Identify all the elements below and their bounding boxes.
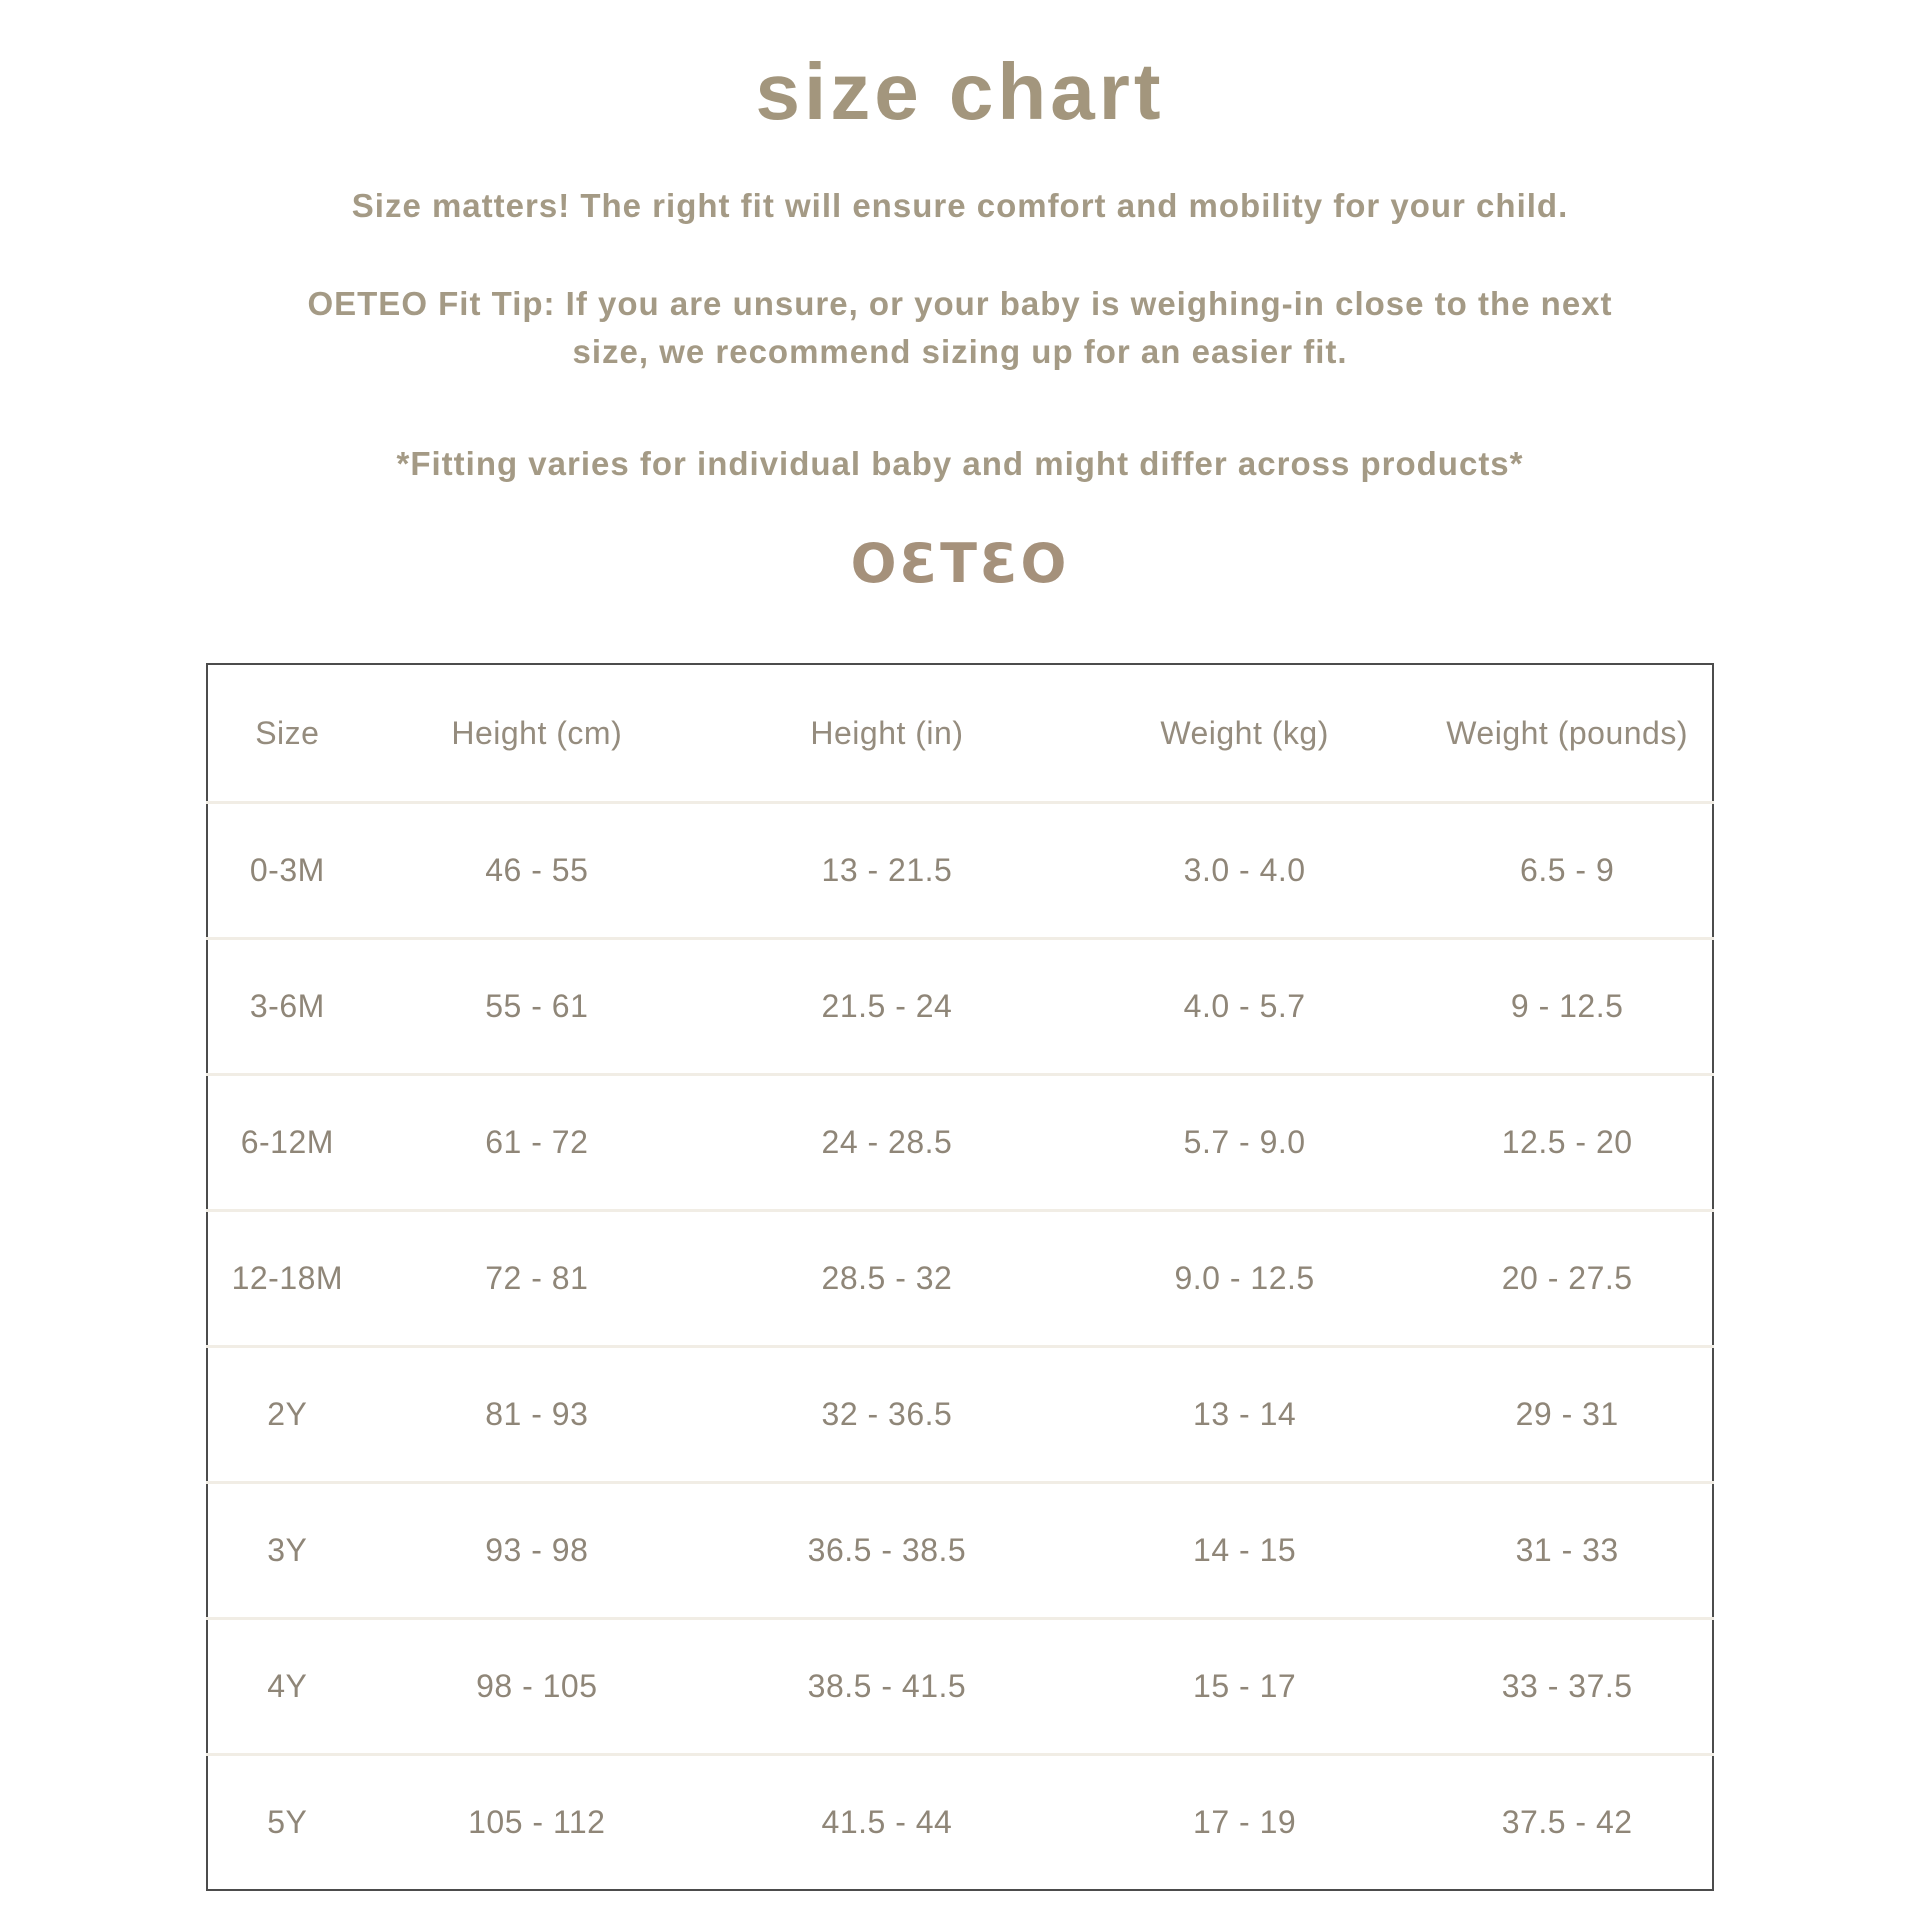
value-cell: 105 - 112 — [468, 1804, 606, 1841]
fit-tip-text: OETEO Fit Tip: If you are unsure, or you… — [60, 280, 1860, 376]
value-cell: 32 - 36.5 — [821, 1396, 953, 1433]
column-header: Weight (kg) — [1160, 714, 1329, 751]
table-row: 2Y 81 - 93 32 - 36.5 13 - 14 29 - 31 — [207, 1346, 1713, 1483]
value-cell: 4.0 - 5.7 — [1183, 988, 1306, 1025]
size-cell: 3Y — [267, 1532, 308, 1569]
value-cell: 13 - 21.5 — [821, 852, 953, 889]
value-cell: 98 - 105 — [476, 1668, 598, 1705]
value-cell: 36.5 - 38.5 — [807, 1532, 967, 1569]
value-cell: 5.7 - 9.0 — [1183, 1124, 1306, 1161]
table-row: 3-6M 55 - 61 21.5 - 24 4.0 - 5.7 9 - 12.5 — [207, 938, 1713, 1075]
brand-logo: OƐTƐO — [850, 532, 1070, 596]
size-cell: 4Y — [267, 1668, 308, 1705]
size-cell: 2Y — [267, 1396, 308, 1433]
table-row: 5Y 105 - 112 41.5 - 44 17 - 19 37.5 - 42 — [207, 1754, 1713, 1891]
page-title: size chart — [755, 47, 1165, 136]
value-cell: 3.0 - 4.0 — [1183, 852, 1306, 889]
value-cell: 31 - 33 — [1515, 1532, 1619, 1569]
value-cell: 9.0 - 12.5 — [1174, 1260, 1315, 1297]
table-row: 0-3M 46 - 55 13 - 21.5 3.0 - 4.0 6.5 - 9 — [207, 802, 1713, 939]
column-header: Size — [255, 714, 320, 751]
column-header: Weight (pounds) — [1446, 714, 1688, 751]
value-cell: 15 - 17 — [1193, 1668, 1297, 1705]
size-cell: 3-6M — [249, 988, 325, 1025]
value-cell: 93 - 98 — [485, 1532, 589, 1569]
size-cell: 6-12M — [240, 1124, 334, 1161]
table-row: 4Y 98 - 105 38.5 - 41.5 15 - 17 33 - 37.5 — [207, 1618, 1713, 1755]
value-cell: 9 - 12.5 — [1510, 988, 1624, 1025]
size-cell: 12-18M — [231, 1260, 344, 1297]
value-cell: 28.5 - 32 — [821, 1260, 953, 1297]
value-cell: 24 - 28.5 — [821, 1124, 953, 1161]
intro-text: Size matters! The right fit will ensure … — [351, 187, 1569, 224]
value-cell: 20 - 27.5 — [1501, 1260, 1633, 1297]
column-header: Height (in) — [810, 714, 964, 751]
fit-tip-line-2: size, we recommend sizing up for an easi… — [572, 332, 1348, 370]
value-cell: 6.5 - 9 — [1520, 852, 1615, 889]
size-cell: 5Y — [267, 1804, 308, 1841]
value-cell: 72 - 81 — [485, 1260, 589, 1297]
fit-tip-line-1: OETEO Fit Tip: If you are unsure, or you… — [307, 284, 1613, 322]
value-cell: 55 - 61 — [485, 988, 589, 1025]
value-cell: 46 - 55 — [485, 852, 589, 889]
table-header-row: Size Height (cm) Height (in) Weight (kg) Wei… — [207, 664, 1713, 803]
value-cell: 38.5 - 41.5 — [807, 1668, 967, 1705]
value-cell: 33 - 37.5 — [1501, 1668, 1633, 1705]
table-row: 3Y 93 - 98 36.5 - 38.5 14 - 15 31 - 33 — [207, 1482, 1713, 1619]
value-cell: 81 - 93 — [485, 1396, 589, 1433]
fitting-note: *Fitting varies for individual baby and … — [396, 444, 1524, 482]
table-row: 6-12M 61 - 72 24 - 28.5 5.7 - 9.0 12.5 - 20 — [207, 1074, 1713, 1211]
value-cell: 41.5 - 44 — [821, 1804, 953, 1841]
value-cell: 17 - 19 — [1193, 1804, 1297, 1841]
value-cell: 14 - 15 — [1193, 1532, 1297, 1569]
value-cell: 29 - 31 — [1515, 1396, 1619, 1433]
value-cell: 37.5 - 42 — [1501, 1804, 1633, 1841]
value-cell: 12.5 - 20 — [1501, 1124, 1633, 1161]
size-table: Size Height (cm) Height (in) Weight (kg) Wei… — [206, 663, 1714, 1892]
column-header: Height (cm) — [451, 714, 623, 751]
value-cell: 13 - 14 — [1193, 1396, 1297, 1433]
size-table-body: 0-3M 46 - 55 13 - 21.5 3.0 - 4.0 6.5 - 9 3-6M… — [207, 802, 1713, 1891]
table-row: 12-18M 72 - 81 28.5 - 32 9.0 - 12.5 20 - 27.… — [207, 1210, 1713, 1347]
value-cell: 61 - 72 — [485, 1124, 589, 1161]
value-cell: 21.5 - 24 — [821, 988, 953, 1025]
size-cell: 0-3M — [249, 852, 325, 889]
